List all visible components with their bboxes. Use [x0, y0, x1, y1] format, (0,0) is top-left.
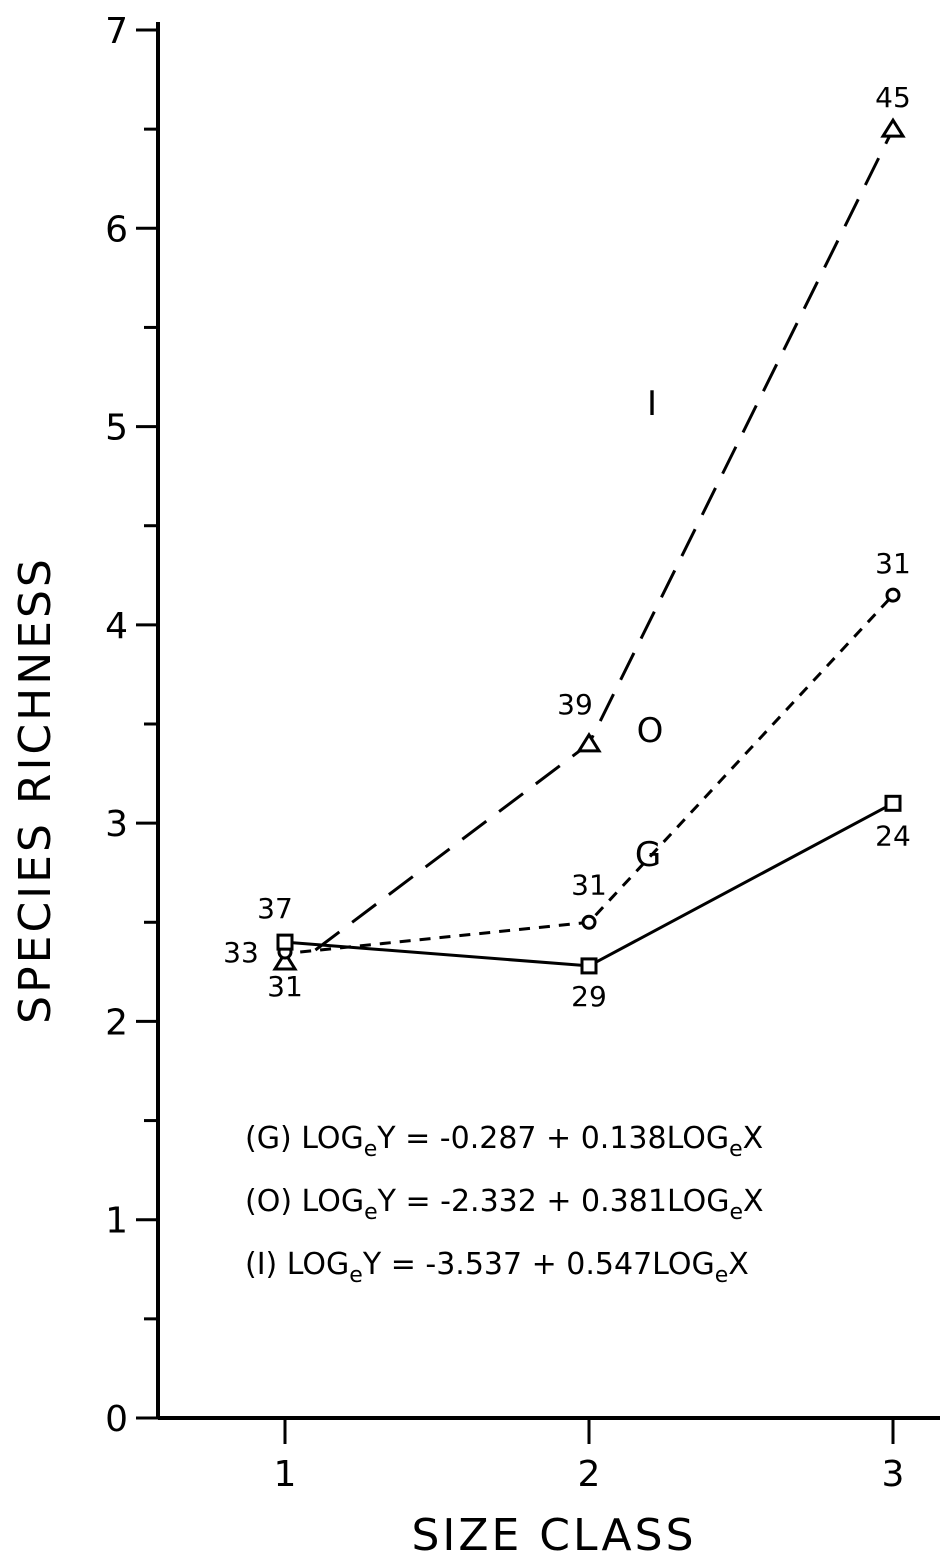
point-label: 39	[557, 688, 593, 721]
series-name-label-g: G	[635, 835, 661, 875]
square-marker	[580, 957, 598, 975]
point-label: 31	[267, 970, 303, 1003]
square-marker	[276, 933, 294, 951]
equation-line: (G) LOGeY = -0.287 + 0.138LOGeX	[245, 1121, 763, 1162]
circle-marker	[581, 914, 597, 930]
point-label: 45	[875, 81, 911, 114]
triangle-marker	[880, 117, 906, 138]
y-tick-label: 2	[105, 1002, 128, 1043]
regression-equations: (G) LOGeY = -0.287 + 0.138LOGeX (O) LOGeY…	[245, 1121, 764, 1288]
x-axis-title: SIZE CLASS	[411, 1510, 696, 1561]
triangle-marker	[576, 731, 602, 753]
y-tick-label: 3	[105, 804, 128, 845]
y-tick-label: 7	[105, 11, 128, 52]
point-label: 33	[223, 936, 259, 969]
point-label: 37	[257, 892, 293, 925]
point-label: 24	[875, 819, 911, 852]
y-tick-label: 0	[105, 1399, 128, 1440]
circle-marker	[885, 587, 901, 603]
x-tick-label: 3	[882, 1454, 905, 1495]
equation-line: (O) LOGeY = -2.332 + 0.381LOGeX	[245, 1184, 764, 1225]
series-name-label-i: I	[647, 384, 657, 424]
square-marker	[884, 794, 902, 812]
y-tick-label: 4	[105, 606, 128, 647]
x-tick-label: 2	[578, 1454, 601, 1495]
data-markers	[272, 117, 906, 975]
triangle-marker	[272, 950, 298, 971]
y-tick-label: 5	[105, 408, 128, 449]
y-axis-title: SPECIES RICHNESS	[10, 556, 61, 1024]
series-lines	[284, 128, 895, 968]
point-label: 31	[571, 868, 607, 901]
equation-line: (I) LOGeY = -3.537 + 0.547LOGeX	[245, 1247, 749, 1288]
point-label: 31	[875, 547, 911, 580]
point-label: 29	[571, 980, 607, 1013]
series-name-label-o: O	[637, 711, 664, 751]
x-tick-label: 1	[274, 1454, 297, 1495]
series-line-i	[314, 128, 895, 952]
y-tick-label: 1	[105, 1201, 128, 1242]
y-tick-label: 6	[105, 209, 128, 250]
